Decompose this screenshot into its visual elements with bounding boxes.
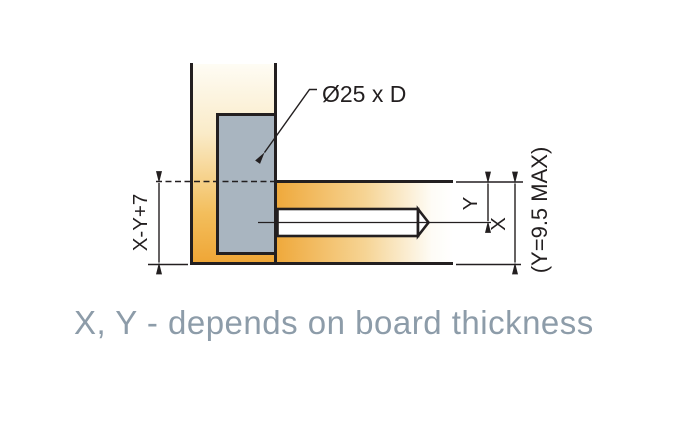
dimension-label-x: X — [487, 217, 510, 231]
caption: X, Y - depends on board thickness — [74, 304, 594, 341]
insert-hole-25mm — [216, 113, 277, 255]
dimension-label-y: Y — [459, 196, 482, 210]
dimension-note-y-max: (Y=9.5 MAX) — [527, 147, 552, 274]
callout-label-diameter: Ø25 x D — [322, 81, 406, 107]
callout-leader-arrow — [255, 88, 317, 164]
dimension-label-x-y-plus-7: X-Y+7 — [129, 194, 152, 252]
